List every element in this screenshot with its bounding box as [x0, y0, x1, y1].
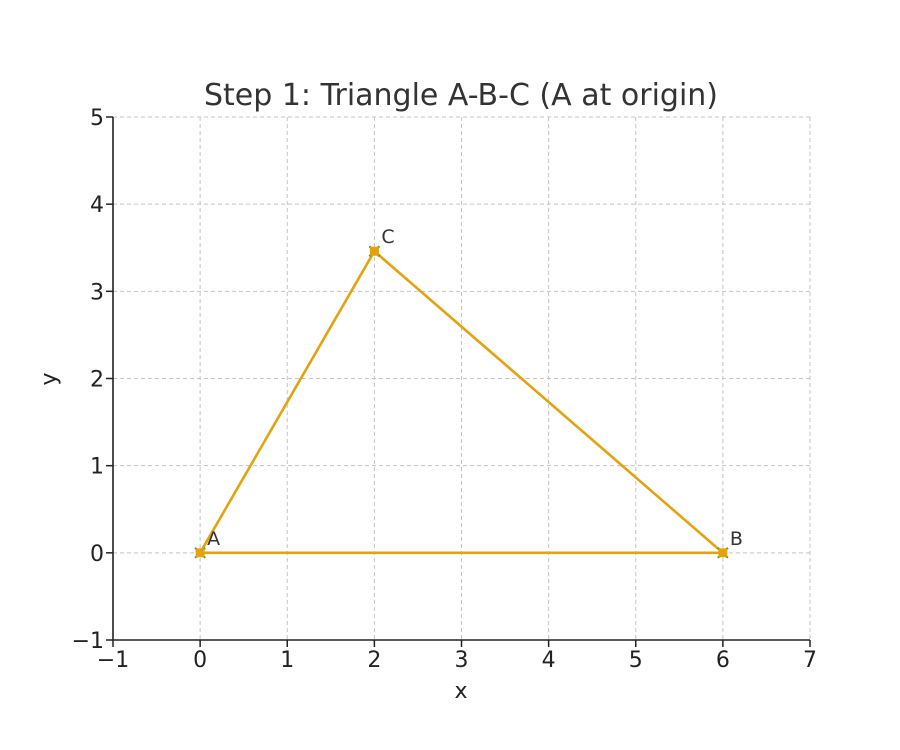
x-tick-label: 1	[280, 648, 294, 673]
x-tick-label: 6	[716, 648, 730, 673]
y-tick-label: −1	[72, 629, 104, 654]
point-label-c: C	[381, 226, 394, 248]
y-tick-label: 4	[90, 193, 104, 218]
chart-title: Step 1: Triangle A-B-C (A at origin)	[204, 78, 718, 113]
y-tick-label: 2	[90, 368, 104, 393]
y-tick-label: 1	[90, 455, 104, 480]
point-label-b: B	[730, 528, 743, 550]
grid-lines	[113, 116, 811, 640]
triangle-series	[194, 245, 729, 559]
y-axis-label: y	[37, 372, 62, 385]
point-labels: A B C	[207, 226, 743, 550]
x-tick-label: 2	[367, 648, 381, 673]
y-tick-label: 0	[90, 542, 104, 567]
x-tick-label: 0	[193, 648, 207, 673]
point-label-a: A	[207, 528, 220, 550]
y-tick-label: 5	[90, 106, 104, 131]
x-tick-label: 3	[455, 648, 469, 673]
x-tick-label: −1	[97, 648, 129, 673]
x-axis-ticks: −1 0 1 2 3 4 5 6 7	[97, 640, 817, 673]
vertex-marker	[369, 246, 379, 256]
x-tick-label: 7	[803, 648, 817, 673]
y-tick-label: 3	[90, 280, 104, 305]
x-tick-label: 5	[629, 648, 643, 673]
triangle-edges	[198, 249, 725, 555]
vertex-marker	[195, 548, 205, 558]
x-tick-label: 4	[542, 648, 556, 673]
y-axis-ticks: −1 0 1 2 3 4 5	[72, 106, 113, 654]
x-axis-label: x	[454, 679, 467, 704]
vertex-marker	[718, 548, 728, 558]
